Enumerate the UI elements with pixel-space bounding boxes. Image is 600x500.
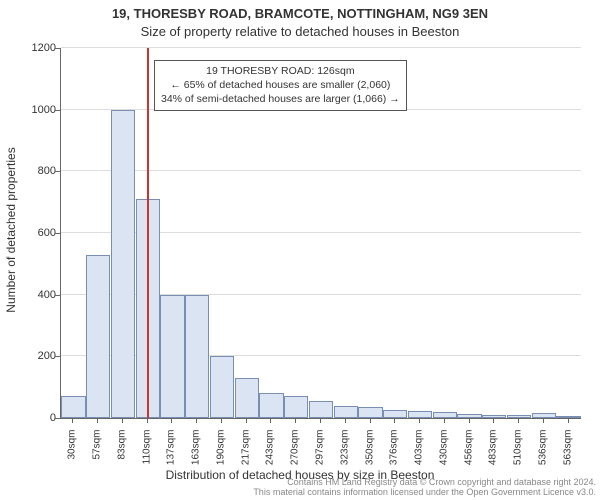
x-tick-mark	[543, 418, 544, 423]
annotation-line: 19 THORESBY ROAD: 126sqm	[161, 64, 400, 78]
y-tick-label: 600	[16, 227, 56, 239]
x-tick-mark	[469, 418, 470, 423]
annotation-box: 19 THORESBY ROAD: 126sqm← 65% of detache…	[154, 60, 407, 111]
y-tick-label: 1000	[16, 104, 56, 116]
chart-title-line1: 19, THORESBY ROAD, BRAMCOTE, NOTTINGHAM,…	[0, 6, 600, 21]
x-tick-mark	[246, 418, 247, 423]
x-tick-mark	[419, 418, 420, 423]
x-tick-mark	[72, 418, 73, 423]
y-tick-mark	[55, 171, 60, 172]
grid-line	[61, 47, 581, 48]
histogram-bar	[61, 396, 85, 418]
x-tick-mark	[147, 418, 148, 423]
histogram-bar	[358, 407, 382, 418]
annotation-line: ← 65% of detached houses are smaller (2,…	[161, 78, 400, 92]
footer-line2: This material contains information licen…	[0, 488, 596, 498]
x-tick-mark	[345, 418, 346, 423]
y-tick-mark	[55, 48, 60, 49]
chart-title-line2: Size of property relative to detached ho…	[0, 24, 600, 39]
y-tick-mark	[55, 233, 60, 234]
y-tick-label: 0	[16, 412, 56, 424]
histogram-bar	[284, 396, 308, 418]
x-tick-mark	[394, 418, 395, 423]
y-tick-mark	[55, 110, 60, 111]
histogram-bar	[334, 406, 358, 418]
histogram-bar	[160, 295, 184, 418]
x-tick-mark	[295, 418, 296, 423]
histogram-bar	[309, 401, 333, 418]
y-tick-label: 1200	[16, 42, 56, 54]
histogram-bar	[185, 295, 209, 418]
histogram-bar	[383, 410, 407, 418]
histogram-bar	[408, 411, 432, 418]
histogram-bar	[235, 378, 259, 418]
annotation-line: 34% of semi-detached houses are larger (…	[161, 92, 400, 106]
y-tick-label: 800	[16, 165, 56, 177]
x-tick-mark	[370, 418, 371, 423]
footer-attribution: Contains HM Land Registry data © Crown c…	[0, 478, 600, 498]
y-tick-label: 400	[16, 289, 56, 301]
reference-line	[147, 48, 149, 418]
x-tick-mark	[518, 418, 519, 423]
histogram-bar	[457, 414, 481, 418]
x-tick-mark	[568, 418, 569, 423]
y-tick-mark	[55, 295, 60, 296]
histogram-bar	[86, 255, 110, 418]
y-tick-mark	[55, 356, 60, 357]
x-tick-mark	[221, 418, 222, 423]
grid-line	[61, 170, 581, 171]
x-tick-mark	[171, 418, 172, 423]
histogram-bar	[259, 393, 283, 418]
x-tick-mark	[97, 418, 98, 423]
histogram-bar	[111, 110, 135, 418]
y-tick-label: 200	[16, 350, 56, 362]
histogram-bar	[433, 412, 457, 418]
x-tick-mark	[122, 418, 123, 423]
y-tick-mark	[55, 418, 60, 419]
x-tick-mark	[444, 418, 445, 423]
x-tick-mark	[493, 418, 494, 423]
histogram-bar	[210, 356, 234, 418]
x-tick-mark	[320, 418, 321, 423]
histogram-bar	[556, 416, 580, 418]
histogram-bar	[532, 413, 556, 418]
x-tick-mark	[196, 418, 197, 423]
x-tick-mark	[270, 418, 271, 423]
